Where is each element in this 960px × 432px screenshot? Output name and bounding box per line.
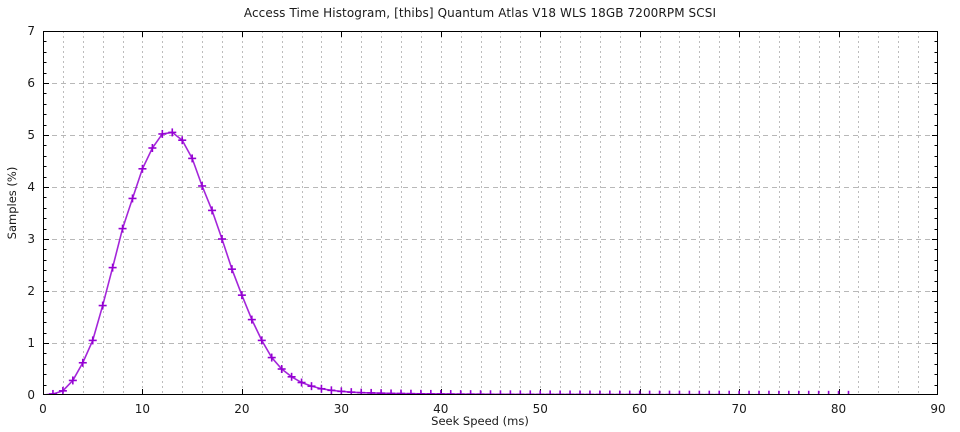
x-tick-label: 80 — [830, 402, 847, 416]
major-gridlines — [43, 83, 938, 344]
y-tick-label: 6 — [27, 76, 35, 90]
y-axis-label: Samples (%) — [5, 166, 19, 240]
x-tick-label: 0 — [39, 402, 47, 416]
y-tick-label: 2 — [27, 284, 35, 298]
x-tick-label: 40 — [433, 402, 449, 416]
plot-frame — [43, 31, 938, 395]
plot-area — [43, 31, 938, 395]
data-series — [43, 131, 850, 395]
y-tick-label: 3 — [27, 232, 35, 246]
x-tick-label: 70 — [731, 402, 747, 416]
chart-title: Access Time Histogram, [thibs] Quantum A… — [243, 6, 717, 20]
data-point-markers — [43, 128, 853, 395]
axis-ticks — [43, 31, 938, 395]
minor-vertical-gridlines — [63, 31, 919, 395]
x-tick-label: 10 — [134, 402, 151, 416]
x-tick-label: 50 — [532, 402, 548, 416]
x-axis-label: Seek Speed (ms) — [431, 414, 529, 428]
x-tick-label: 60 — [632, 402, 648, 416]
y-tick-label: 7 — [27, 24, 35, 38]
x-tick-label: 90 — [930, 402, 946, 416]
y-tick-label: 1 — [27, 336, 35, 350]
x-tick-label: 20 — [234, 402, 250, 416]
y-tick-label: 5 — [27, 128, 35, 142]
y-tick-label: 4 — [27, 180, 35, 194]
y-tick-label: 0 — [27, 388, 35, 402]
x-tick-label: 30 — [333, 402, 349, 416]
plot-svg — [43, 31, 938, 395]
